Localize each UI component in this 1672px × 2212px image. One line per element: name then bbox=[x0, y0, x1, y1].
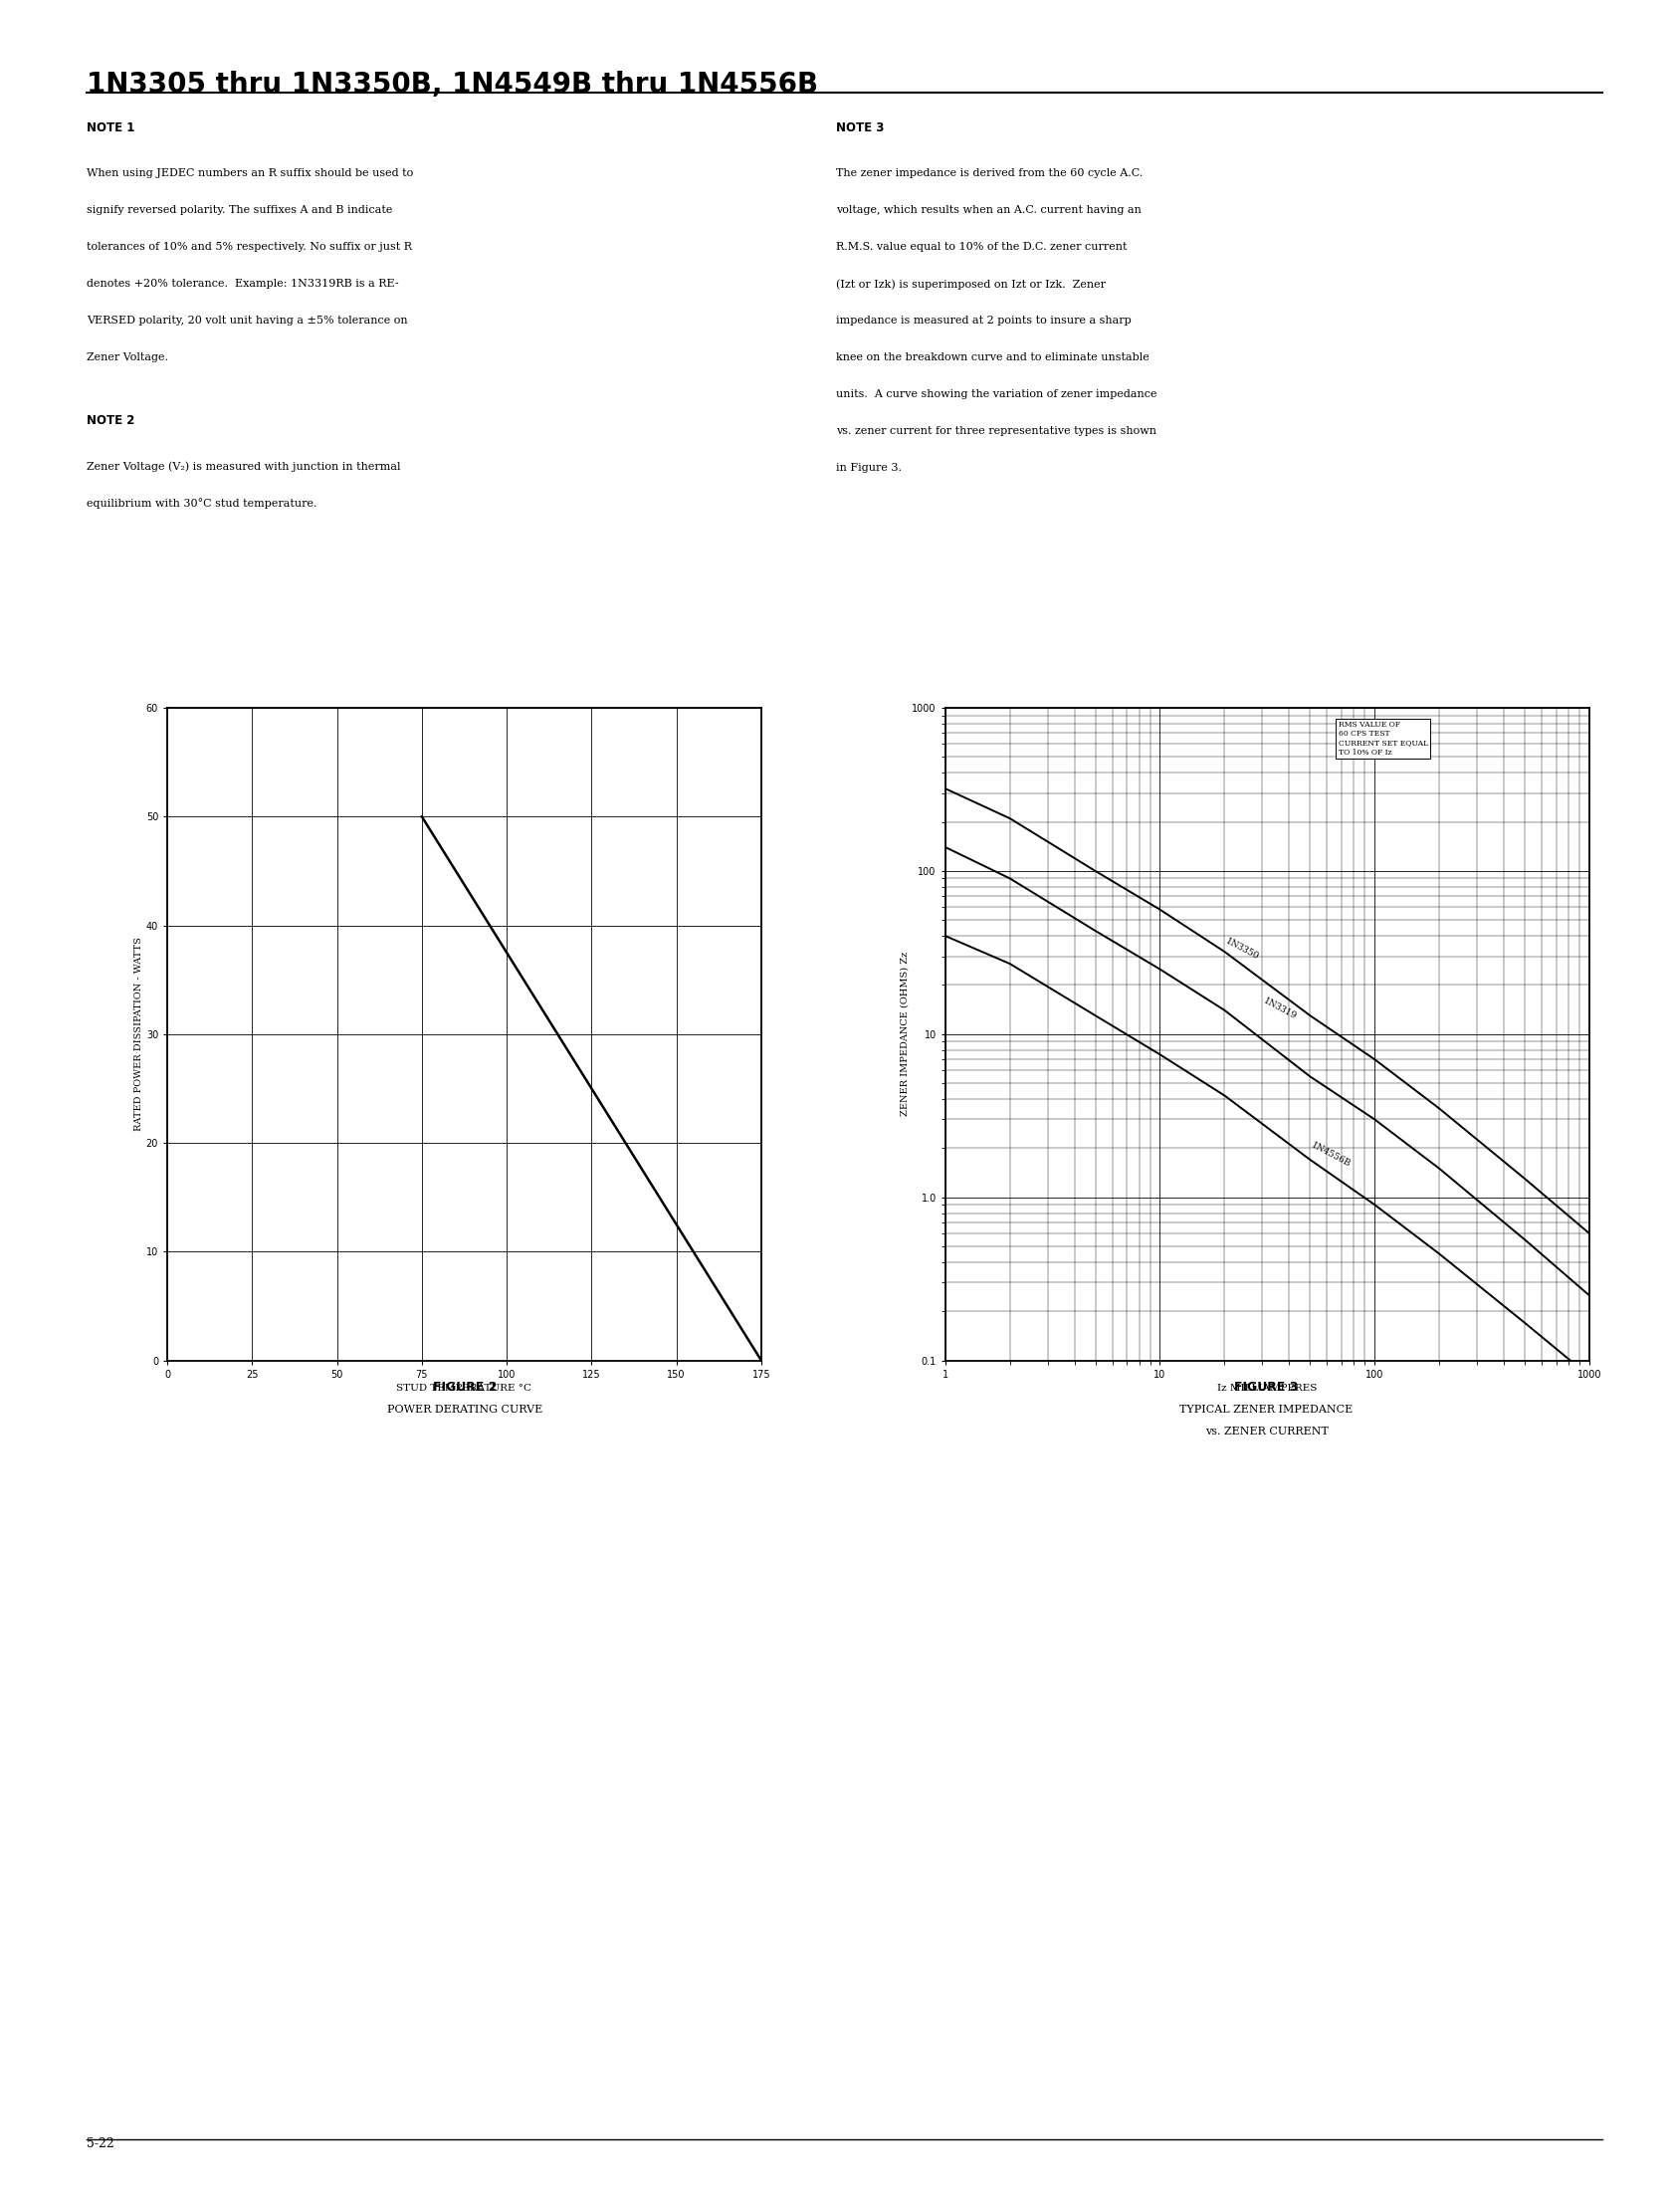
Text: When using JEDEC numbers an R suffix should be used to: When using JEDEC numbers an R suffix sho… bbox=[87, 168, 413, 179]
Text: 5-22: 5-22 bbox=[87, 2137, 115, 2150]
Text: voltage, which results when an A.C. current having an: voltage, which results when an A.C. curr… bbox=[836, 206, 1142, 215]
Text: denotes +20% tolerance.  Example: 1N3319RB is a RE-: denotes +20% tolerance. Example: 1N3319R… bbox=[87, 279, 400, 290]
Text: (Izt or Izk) is superimposed on Izt or Izk.  Zener: (Izt or Izk) is superimposed on Izt or I… bbox=[836, 279, 1105, 290]
Text: NOTE 3: NOTE 3 bbox=[836, 122, 884, 135]
Text: knee on the breakdown curve and to eliminate unstable: knee on the breakdown curve and to elimi… bbox=[836, 354, 1149, 363]
Text: impedance is measured at 2 points to insure a sharp: impedance is measured at 2 points to ins… bbox=[836, 316, 1132, 325]
X-axis label: STUD TEMPERATURE °C: STUD TEMPERATURE °C bbox=[396, 1382, 532, 1391]
Text: units.  A curve showing the variation of zener impedance: units. A curve showing the variation of … bbox=[836, 389, 1157, 400]
Text: The zener impedance is derived from the 60 cycle A.C.: The zener impedance is derived from the … bbox=[836, 168, 1142, 179]
Text: vs. ZENER CURRENT: vs. ZENER CURRENT bbox=[1204, 1427, 1328, 1438]
Text: tolerances of 10% and 5% respectively. No suffix or just R: tolerances of 10% and 5% respectively. N… bbox=[87, 243, 413, 252]
Text: Zener Voltage.: Zener Voltage. bbox=[87, 354, 169, 363]
Text: VERSED polarity, 20 volt unit having a ±5% tolerance on: VERSED polarity, 20 volt unit having a ±… bbox=[87, 316, 408, 325]
X-axis label: Iz MILLIAMPERES: Iz MILLIAMPERES bbox=[1217, 1382, 1316, 1391]
Text: 1N3305 thru 1N3350B, 1N4549B thru 1N4556B: 1N3305 thru 1N3350B, 1N4549B thru 1N4556… bbox=[87, 71, 818, 100]
Y-axis label: RATED POWER DISSIPATION - WATTS: RATED POWER DISSIPATION - WATTS bbox=[134, 938, 144, 1130]
Text: NOTE 2: NOTE 2 bbox=[87, 414, 135, 427]
Text: R.M.S. value equal to 10% of the D.C. zener current: R.M.S. value equal to 10% of the D.C. ze… bbox=[836, 243, 1127, 252]
Text: 1N4556B: 1N4556B bbox=[1309, 1139, 1351, 1168]
Text: signify reversed polarity. The suffixes A and B indicate: signify reversed polarity. The suffixes … bbox=[87, 206, 393, 215]
Text: RMS VALUE OF
60 CPS TEST
CURRENT SET EQUAL
TO 10% OF Iz: RMS VALUE OF 60 CPS TEST CURRENT SET EQU… bbox=[1338, 721, 1426, 757]
Text: Zener Voltage (V₂) is measured with junction in thermal: Zener Voltage (V₂) is measured with junc… bbox=[87, 462, 401, 471]
Text: NOTE 1: NOTE 1 bbox=[87, 122, 135, 135]
Text: 1N3319: 1N3319 bbox=[1262, 995, 1297, 1022]
Text: FIGURE 2: FIGURE 2 bbox=[433, 1380, 497, 1394]
Text: in Figure 3.: in Figure 3. bbox=[836, 462, 901, 473]
Text: 1N3350: 1N3350 bbox=[1224, 936, 1261, 962]
Text: FIGURE 3: FIGURE 3 bbox=[1234, 1380, 1297, 1394]
Text: vs. zener current for three representative types is shown: vs. zener current for three representati… bbox=[836, 427, 1157, 436]
Text: POWER DERATING CURVE: POWER DERATING CURVE bbox=[388, 1405, 542, 1416]
Text: equilibrium with 30°C stud temperature.: equilibrium with 30°C stud temperature. bbox=[87, 498, 318, 509]
Text: TYPICAL ZENER IMPEDANCE: TYPICAL ZENER IMPEDANCE bbox=[1179, 1405, 1353, 1416]
Y-axis label: ZENER IMPEDANCE (OHMS) Zz: ZENER IMPEDANCE (OHMS) Zz bbox=[900, 951, 908, 1117]
